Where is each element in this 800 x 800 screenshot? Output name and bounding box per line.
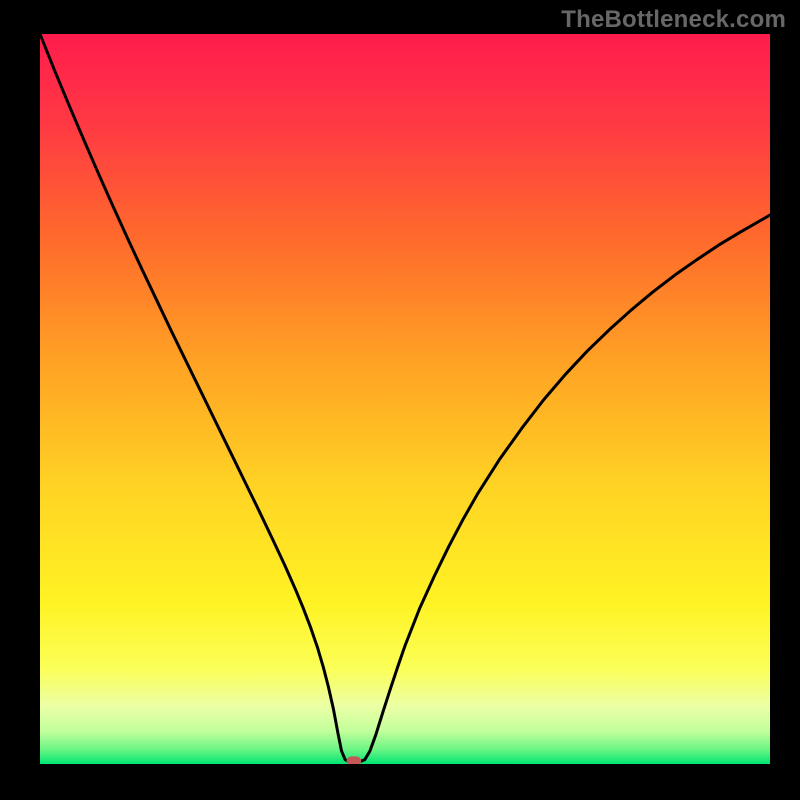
chart-container: TheBottleneck.com	[0, 0, 800, 800]
plot-area	[40, 34, 770, 764]
gradient-background	[40, 34, 770, 764]
watermark-text: TheBottleneck.com	[561, 6, 786, 34]
optimal-marker	[347, 756, 362, 764]
chart-svg	[40, 34, 770, 764]
